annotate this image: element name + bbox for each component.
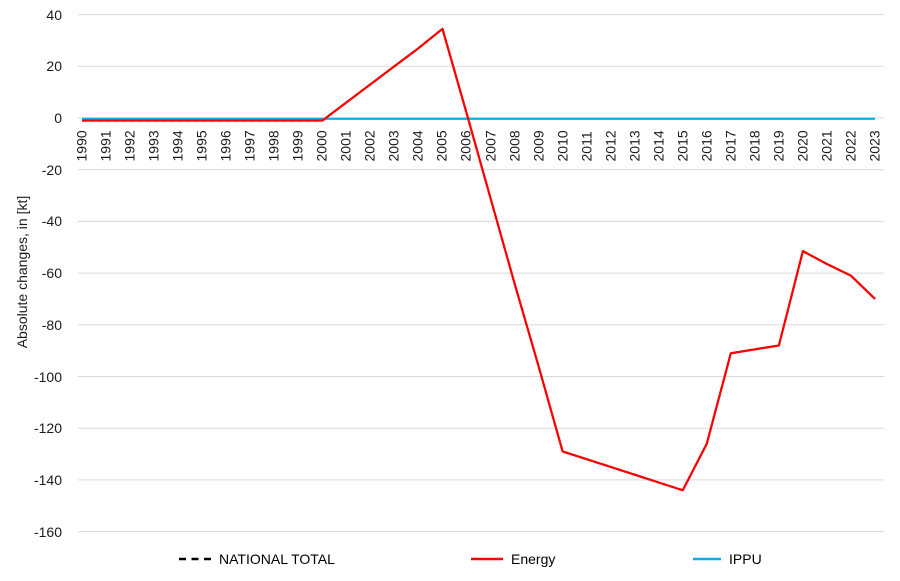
- x-tick-label: 2019: [770, 130, 787, 162]
- y-tick-label: -60: [41, 265, 62, 282]
- y-tick-label: -40: [41, 213, 62, 230]
- x-tick-label: 2023: [866, 130, 883, 162]
- x-tick-label: 2012: [602, 130, 619, 162]
- legend-marker-national-total: [179, 557, 211, 561]
- x-tick-label: 2017: [722, 130, 739, 162]
- x-tick-label: 2011: [578, 131, 595, 162]
- y-tick-label: -80: [41, 316, 62, 333]
- y-tick-label: 0: [54, 110, 62, 126]
- x-tick-label: 2013: [626, 130, 643, 162]
- legend-marker-energy: [471, 557, 503, 561]
- legend-item-national-total: NATIONAL TOTAL: [178, 549, 335, 569]
- x-tick-label: 1999: [289, 130, 306, 162]
- x-tick-label: 1996: [217, 130, 234, 162]
- legend-marker-ippu: [693, 557, 721, 561]
- x-tick-label: 1995: [193, 130, 210, 162]
- x-tick-label: 2015: [674, 130, 691, 162]
- x-tick-label: 2007: [482, 130, 498, 162]
- legend-label-energy: Energy: [511, 551, 556, 567]
- x-tick-label: 2009: [530, 130, 547, 162]
- x-tick-label: 2005: [433, 130, 450, 162]
- x-tick-label: 2000: [313, 130, 330, 162]
- x-tick-label: 1993: [145, 130, 162, 162]
- x-tick-label: 1994: [169, 130, 186, 162]
- series-line-energy: [82, 27, 876, 492]
- series-line-national-total: [82, 27, 876, 492]
- y-tick-label: -120: [33, 420, 62, 437]
- x-tick-label: 2001: [337, 130, 354, 162]
- y-tick-label: -100: [33, 368, 62, 385]
- legend-label-national-total: NATIONAL TOTAL: [219, 551, 335, 567]
- legend-item-energy: Energy: [470, 549, 555, 569]
- x-tick-label: 2021: [818, 130, 835, 162]
- x-tick-label: 2003: [385, 130, 402, 162]
- x-tick-label: 1998: [265, 130, 282, 162]
- x-tick-label: 2004: [409, 130, 426, 162]
- y-tick-label: -160: [33, 523, 62, 540]
- x-tick-label: 2016: [698, 130, 715, 162]
- x-tick-label: 2018: [746, 130, 763, 162]
- y-tick-label: -20: [41, 161, 62, 178]
- legend-label-ippu: IPPU: [729, 551, 762, 567]
- x-tick-label: 2020: [794, 130, 811, 162]
- x-tick-label: 1990: [73, 130, 90, 162]
- x-tick-label: 2010: [554, 130, 571, 162]
- y-tick-label: 20: [46, 58, 62, 75]
- y-tick-label: 40: [46, 6, 62, 23]
- x-tick-label: 2002: [361, 130, 378, 162]
- x-tick-label: 1992: [121, 130, 138, 162]
- x-tick-label: 1991: [97, 130, 114, 162]
- legend-item-ippu: IPPU: [692, 549, 762, 569]
- x-tick-label: 2014: [650, 130, 667, 162]
- x-tick-label: 2008: [506, 130, 523, 162]
- x-tick-label: 2022: [842, 130, 859, 162]
- x-tick-label: 2006: [457, 130, 474, 162]
- y-tick-label: -140: [33, 471, 62, 488]
- x-tick-label: 1997: [241, 130, 258, 162]
